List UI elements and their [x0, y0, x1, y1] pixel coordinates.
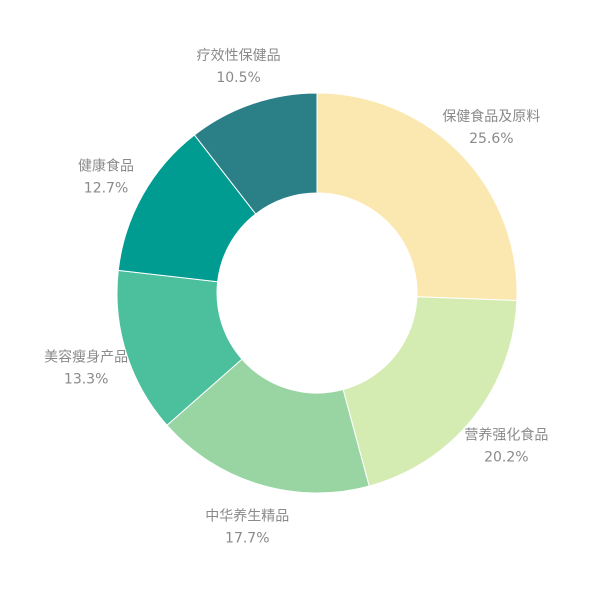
- slice-label-name: 美容瘦身产品: [44, 349, 128, 366]
- slice-label-4: 美容瘦身产品 13.3%: [44, 349, 128, 388]
- slice-label-5: 健康食品 12.7%: [78, 157, 134, 196]
- slice-label-value: 17.7%: [225, 531, 269, 547]
- slice-1[interactable]: [316, 92, 518, 302]
- slice-label-value: 10.5%: [216, 70, 260, 86]
- slice-label-2: 营养强化食品 20.2%: [464, 427, 548, 466]
- slice-label-value: 20.2%: [484, 450, 528, 466]
- slice-3[interactable]: [166, 358, 370, 494]
- slice-6[interactable]: [193, 92, 318, 215]
- slice-label-value: 12.7%: [84, 180, 128, 196]
- labels-group: 保健食品及原料 25.6% 营养强化食品 20.2% 中华养生精品 17.7% 美容瘦身产品…: [44, 48, 548, 547]
- slice-label-1: 保健食品及原料 25.6%: [442, 108, 540, 147]
- slice-label-name: 营养强化食品: [464, 427, 548, 444]
- slice-label-name: 健康食品: [78, 157, 134, 174]
- slices-group: [116, 92, 518, 494]
- slice-label-6: 疗效性保健品 10.5%: [197, 48, 281, 86]
- slice-2[interactable]: [342, 296, 518, 487]
- slice-label-name: 中华养生精品: [205, 509, 289, 525]
- slice-label-3: 中华养生精品 17.7%: [205, 509, 289, 547]
- slice-label-name: 保健食品及原料: [442, 108, 540, 125]
- slice-label-value: 25.6%: [469, 131, 513, 147]
- slice-label-name: 疗效性保健品: [197, 48, 281, 64]
- slice-label-value: 13.3%: [64, 372, 108, 388]
